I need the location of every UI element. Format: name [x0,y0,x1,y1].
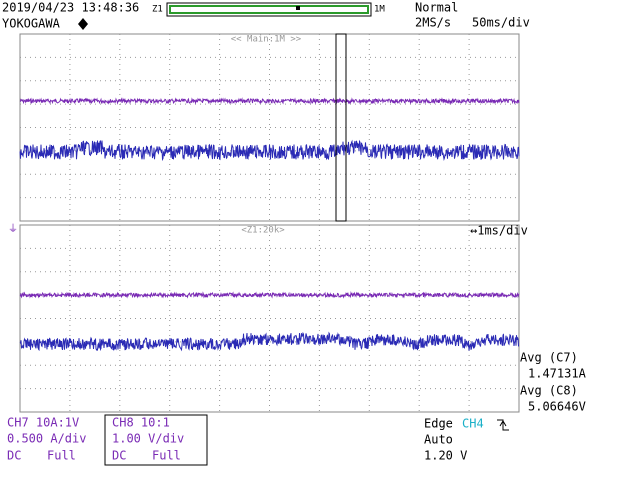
timebase: 50ms/div [472,16,530,30]
sample-rate: 2MS/s [415,16,451,30]
channel-bandwidth: Full [152,449,181,463]
channel-scale: 0.500 A/div [7,432,86,446]
zoom-window [335,33,347,222]
trigger-source: CH4 [462,417,484,431]
acq-mode: Normal [415,1,458,15]
meas-value: 1.47131A [528,367,587,381]
datetime: 2019/04/23 13:48:36 [2,1,139,15]
channel-bandwidth: Full [47,449,76,463]
channel-scale: 1.00 V/div [112,432,184,446]
brand: YOKOGAWA [2,17,61,31]
zoom-left: Z1 [152,5,163,15]
ground-marker: ⏚ [8,223,18,235]
meas-label: Avg (C7) [520,351,578,365]
channel-coupling: DC [7,449,21,463]
brand-diamond [78,18,88,30]
zoom-indicator [166,2,372,17]
channel-box [104,414,208,466]
channel-coupling: DC [112,449,126,463]
zoom-position [296,6,300,10]
trigger-mode: Auto [424,433,453,447]
zoom-label: <Z1:20k> [241,226,285,236]
meas-value: 5.06646V [528,400,586,414]
trigger-level: 1.20 V [424,449,467,463]
ch8-trace-main [19,139,520,162]
zoom-right: 1M [374,5,385,15]
meas-label: Avg (C8) [520,384,578,398]
zoom-timebase: ↔1ms/div [470,224,528,238]
trigger-type: Edge [424,417,453,431]
ch7-trace-zoom [19,291,520,299]
trigger-edge [497,419,509,431]
channel-name: CH7 10A:1V [7,416,79,430]
ch8-trace-zoom [19,331,520,352]
main-label: << Main:1M >> [231,35,302,45]
channel-name: CH8 10:1 [112,416,170,430]
zoom-bar [169,5,369,14]
ch7-trace-main [19,97,520,105]
